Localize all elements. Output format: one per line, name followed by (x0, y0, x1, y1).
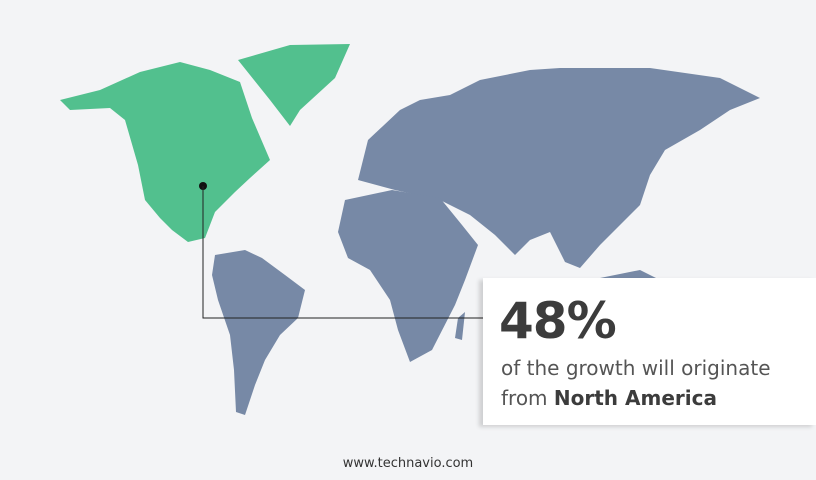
callout-card: 48% of the growth will originate from No… (483, 278, 816, 425)
region-south-america (212, 250, 305, 415)
region-africa (338, 190, 478, 362)
footer-url: www.technavio.com (342, 456, 474, 471)
growth-percentage: 48% (499, 292, 617, 350)
callout-text-line2: from North America (501, 386, 717, 410)
callout-region: North America (553, 386, 717, 410)
region-north-america (60, 62, 270, 242)
callout-connector-line (202, 186, 483, 319)
callout-prefix: from (501, 386, 548, 410)
region-europe-asia (358, 68, 760, 268)
callout-text-line1: of the growth will originate (501, 356, 771, 380)
region-madagascar (455, 312, 465, 340)
region-greenland (238, 44, 350, 126)
